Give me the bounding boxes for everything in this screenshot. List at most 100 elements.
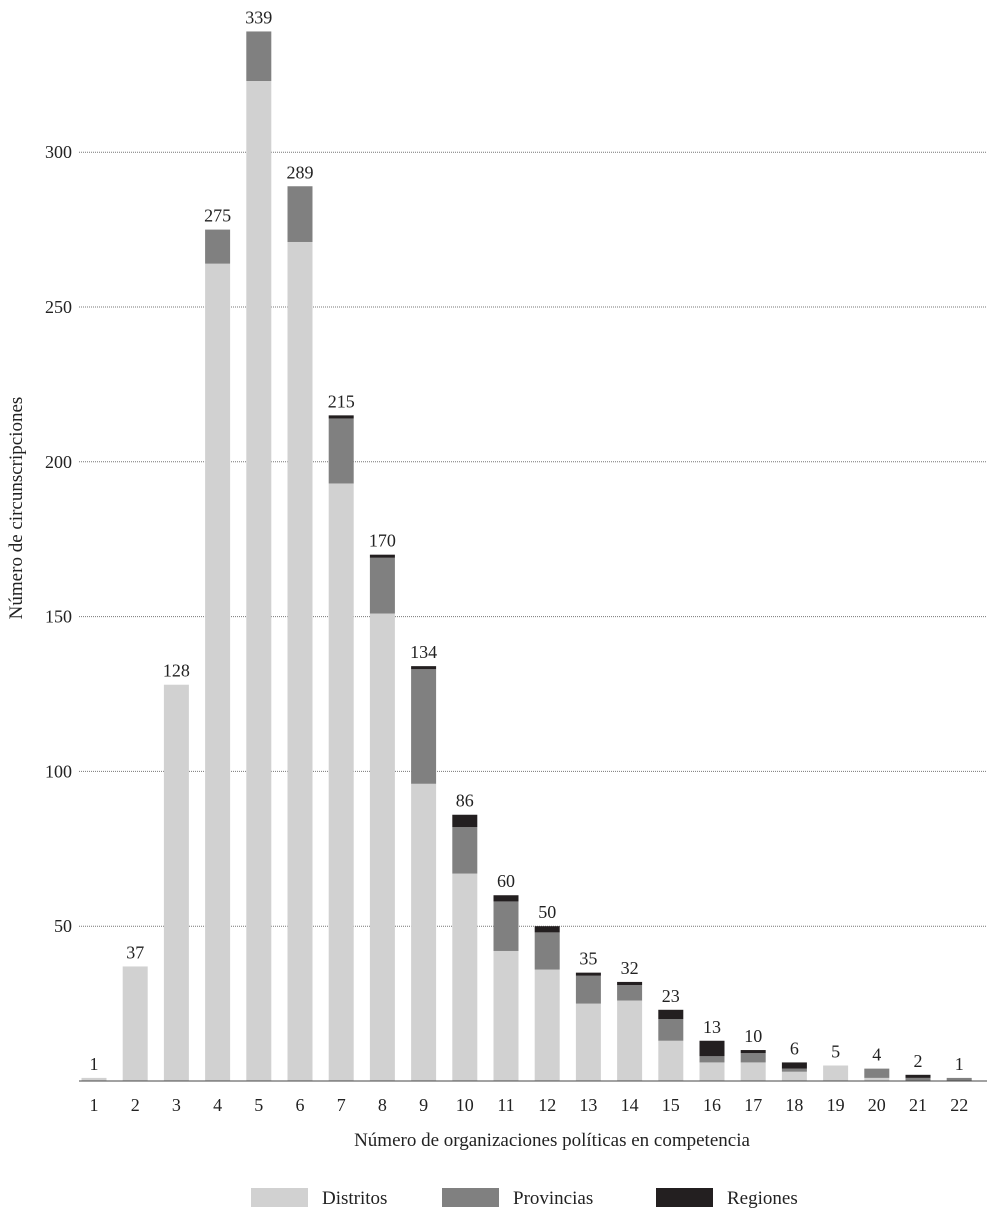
x-tick-label: 4 [213,1095,222,1115]
bar-segment-regiones [534,926,560,933]
bar-segment-regiones [411,666,437,670]
y-tick-label: 200 [45,452,72,472]
x-tick-label: 12 [538,1095,556,1115]
bar-segment-regiones [905,1074,931,1078]
total-label: 289 [287,162,314,182]
total-label: 1 [90,1054,99,1074]
legend-swatch-distritos [251,1188,308,1207]
bar-segment-regiones [658,1009,684,1020]
x-tick-label: 21 [909,1095,927,1115]
bar-segment-provincias [452,827,478,874]
y-tick-label: 100 [45,761,72,781]
y-tick-label: 250 [45,297,72,317]
bar-segment-distritos [658,1040,684,1081]
x-tick-labels: 1 2 3 4 5 6 7 8 9 10 11 12 13 14 15 16 17 18 19 20 21 22 [90,1095,969,1115]
y-tick-label: 300 [45,142,72,162]
total-label: 2 [914,1051,923,1071]
bar-segment-distritos [864,1077,890,1081]
x-tick-label: 19 [827,1095,845,1115]
legend-swatch-regiones [656,1188,713,1207]
x-tick-label: 15 [662,1095,680,1115]
total-label: 275 [204,206,231,226]
x-axis-title: Número de organizaciones políticas en co… [354,1130,750,1151]
x-tick-label: 11 [497,1095,514,1115]
x-tick-label: 14 [621,1095,639,1115]
legend-swatch-provincias [442,1188,499,1207]
bar-segment-provincias [740,1053,766,1063]
y-tick-label: 150 [45,607,72,627]
bar-segment-provincias [864,1068,890,1078]
x-tick-label: 10 [456,1095,474,1115]
bar-segment-provincias [617,985,643,1001]
bar-segment-distritos [369,613,395,1081]
bar-segment-regiones [781,1062,807,1069]
bar-segment-regiones [617,981,643,986]
x-tick-label: 5 [254,1095,263,1115]
total-label: 37 [126,942,144,962]
x-tick-label: 18 [785,1095,803,1115]
total-label: 10 [744,1026,762,1046]
bar-segment-distritos [740,1062,766,1081]
bar-segment-provincias [246,31,272,81]
bar-segment-distritos [452,873,478,1081]
total-label: 60 [497,871,515,891]
x-tick-label: 3 [172,1095,181,1115]
bar-segment-provincias [411,669,437,784]
bar-segment-distritos [781,1071,807,1081]
bar-segment-provincias [493,901,519,951]
gridlines [79,151,987,927]
total-label: 6 [790,1038,799,1058]
bar-segment-distritos [699,1062,725,1081]
bar-segment-provincias [658,1019,684,1041]
bar-segment-distritos [163,684,189,1081]
x-tick-label: 2 [131,1095,140,1115]
bar-segment-distritos [411,783,437,1081]
bar-segment-distritos [575,1003,601,1081]
bar-segment-regiones [699,1040,725,1057]
total-label: 13 [703,1017,721,1037]
bar-segment-distritos [122,966,148,1081]
bar-segment-provincias [369,557,395,614]
legend-label: Regiones [727,1188,798,1209]
total-label: 128 [163,661,190,681]
legend: Distritos Provincias Regiones [251,1188,798,1209]
total-label: 1 [955,1054,964,1074]
bar-segment-provincias [781,1068,807,1072]
bar-segment-distritos [493,950,519,1081]
bar-segment-regiones [575,972,601,976]
total-label: 23 [662,986,680,1006]
y-tick-labels: 50 100 150 200 250 300 [45,142,72,936]
bar-segment-distritos [328,483,354,1081]
bar-segment-provincias [905,1077,931,1081]
x-tick-label: 16 [703,1095,721,1115]
bar-segment-regiones [493,895,519,902]
bar-segment-distritos [823,1065,849,1081]
total-label: 35 [579,949,597,969]
bar-segment-distritos [205,263,231,1081]
x-tick-label: 9 [419,1095,428,1115]
bar-segment-provincias [946,1077,972,1081]
bar-segment-provincias [205,229,231,264]
total-label: 50 [538,902,556,922]
x-tick-label: 1 [90,1095,99,1115]
total-label: 339 [245,7,272,27]
bar-segment-provincias [575,975,601,1004]
total-label: 86 [456,791,474,811]
total-label: 170 [369,531,396,551]
total-label: 215 [328,391,355,411]
bar-segment-distritos [81,1077,107,1081]
total-label: 5 [831,1042,840,1062]
x-tick-label: 22 [950,1095,968,1115]
x-tick-label: 17 [744,1095,762,1115]
y-tick-label: 50 [54,916,72,936]
bar-segment-regiones [740,1050,766,1054]
total-label: 32 [621,958,639,978]
bar-segment-distritos [287,241,313,1081]
bar-segment-regiones [328,415,354,419]
bar-segment-distritos [617,1000,643,1081]
x-tick-label: 8 [378,1095,387,1115]
bar-segment-regiones [369,554,395,558]
x-tick-label: 20 [868,1095,886,1115]
bar-segment-distritos [246,80,272,1081]
bar-segment-provincias [534,932,560,970]
